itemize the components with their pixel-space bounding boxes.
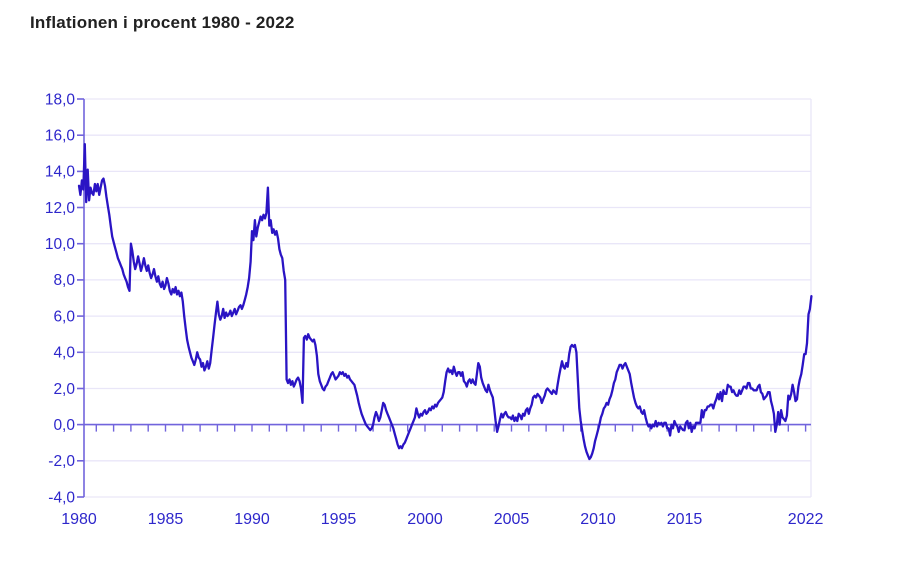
x-axis-label: 2022 (788, 511, 824, 528)
chart-title: Inflationen i procent 1980 - 2022 (30, 13, 295, 32)
x-year-ticks (95, 424, 807, 432)
x-axis-label: 1985 (148, 511, 184, 528)
x-axis-label: 2010 (580, 511, 616, 528)
y-axis-label: 12,0 (45, 200, 76, 217)
grid-lines (84, 98, 811, 498)
y-axis-label: 4,0 (53, 345, 75, 362)
y-axis-labels: 18,0 16,0 14,0 12,0 10,0 8,0 6,0 4,0 2,0 0,0 -2,0 -… (45, 91, 76, 506)
x-axis-label: 1990 (234, 511, 270, 528)
x-axis-label: 2005 (494, 511, 530, 528)
y-axis-label: 6,0 (53, 308, 75, 325)
inflation-series-line (77, 143, 813, 461)
y-axis-label: 8,0 (53, 272, 75, 289)
y-axis-label: 18,0 (45, 91, 76, 108)
y-axis-ticks (77, 98, 84, 498)
y-axis-label: -4,0 (48, 489, 75, 506)
x-axis-label: 2000 (407, 511, 443, 528)
x-axis-label: 1980 (61, 511, 97, 528)
y-axis-label: 16,0 (45, 128, 76, 145)
y-axis-label: 0,0 (53, 417, 75, 434)
y-axis-label: 14,0 (45, 164, 76, 181)
x-axis-label: 2015 (667, 511, 703, 528)
x-axis-label: 1995 (321, 511, 357, 528)
y-axis-label: -2,0 (48, 453, 75, 470)
y-axis-label: 2,0 (53, 381, 75, 398)
y-axis-label: 10,0 (45, 236, 76, 253)
x-axis-labels: 1980 1985 1990 1995 2000 2005 2010 2015 2022 (61, 511, 823, 528)
